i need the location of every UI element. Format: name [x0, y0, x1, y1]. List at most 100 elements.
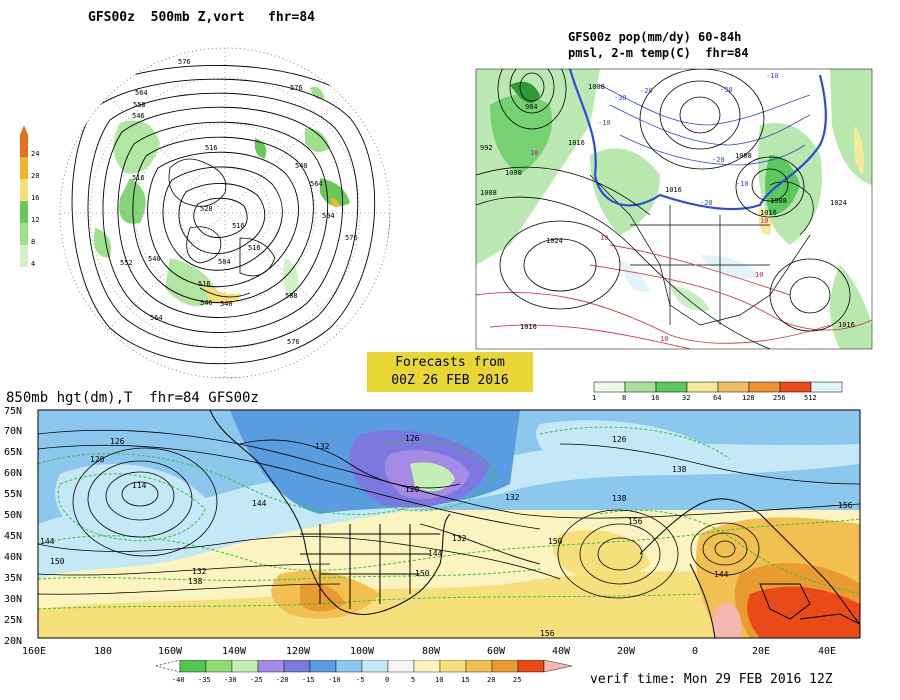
temp-label: -10	[598, 119, 611, 127]
temp-label: -10	[736, 180, 749, 188]
contour-label: 504	[218, 258, 231, 266]
height-label: 150	[415, 569, 430, 578]
isobar-label: 1024	[546, 237, 563, 245]
height-label: 126	[405, 434, 420, 443]
lon-label: 20W	[617, 646, 636, 657]
lat-label: 30N	[4, 594, 22, 605]
colorbar-tick: 64	[713, 394, 721, 402]
colorbar-tick: 512	[804, 394, 817, 402]
isobar-label: 1008	[588, 83, 605, 91]
lat-label: 45N	[4, 531, 22, 542]
vorticity-shading	[94, 86, 350, 306]
warm-temp-labels: 10 10 10 10 10	[530, 149, 768, 343]
height-label: 132	[315, 442, 330, 451]
lat-label: 35N	[4, 573, 22, 584]
lat-axis: 75N 70N 65N 60N 55N 50N 45N 40N 35N 30N …	[4, 406, 22, 647]
height-label: 132	[452, 534, 467, 543]
isobar-label: 1016	[760, 209, 777, 217]
contour-label: 564	[150, 314, 163, 322]
height-contours	[60, 65, 390, 378]
contour-label: 564	[135, 89, 148, 97]
contour-label: 564	[310, 180, 323, 188]
contour-label: 540	[148, 255, 161, 263]
isobar-label: 1008	[480, 189, 497, 197]
contour-label: 516	[205, 144, 218, 152]
contour-label: 546	[132, 112, 145, 120]
contour-label: 546	[200, 299, 213, 307]
colorbar-tick: 16	[31, 194, 39, 202]
precip-mslp-map: 984 1008 992 1000 1008 1024 1016 1016 10…	[475, 68, 873, 350]
isobar-labels: 984 1008 992 1000 1008 1024 1016 1016 10…	[480, 83, 855, 331]
temp-label: -30	[614, 94, 627, 102]
isobar-label: 1024	[830, 199, 847, 207]
precip-title-line1: GFS00z pop(mm/dy) 60-84h	[568, 30, 742, 44]
temp-label: 10	[760, 217, 768, 225]
h850-map: 75N 70N 65N 60N 55N 50N 45N 40N 35N 30N …	[4, 406, 861, 657]
contour-label: 516	[232, 222, 245, 230]
colorbar-tick: -15	[302, 676, 315, 684]
precip-title-line2: pmsl, 2-m temp(C) fhr=84	[568, 46, 749, 60]
lat-label: 25N	[4, 615, 22, 626]
contour-label: 552	[120, 259, 133, 267]
lon-label: 0	[692, 646, 698, 657]
colorbar-tick: 8	[622, 394, 626, 402]
lat-label: 40N	[4, 552, 22, 563]
height-label: 126	[110, 437, 125, 446]
contour-label: 516	[198, 280, 211, 288]
colorbar-tick: 4	[31, 260, 35, 268]
height-label: 132	[192, 567, 207, 576]
colorbar-tick: 20	[487, 676, 495, 684]
colorbar-tick: 12	[31, 216, 39, 224]
lon-label: 40E	[818, 646, 836, 657]
h850-coastlines	[209, 410, 860, 638]
height-label: 138	[672, 465, 687, 474]
isobar-label: 992	[480, 144, 493, 152]
isobar-label: 984	[525, 103, 538, 111]
height-label: 144	[714, 570, 729, 579]
isobar-label: 1000	[505, 169, 522, 177]
colorbar-tick: 256	[773, 394, 786, 402]
lon-label: 180	[94, 646, 112, 657]
colorbar-tick: 8	[31, 238, 35, 246]
vorticity-colorbar: 24 20 16 12 8 4	[20, 125, 39, 268]
contour-label: 516	[248, 244, 261, 252]
height-contours-850	[38, 429, 860, 599]
temp-label: 10	[755, 271, 763, 279]
height-label: 150	[50, 557, 65, 566]
lon-label: 60W	[487, 646, 506, 657]
contour-label: 528	[200, 205, 213, 213]
temperature-colorbar: -40 -35 -30 -25 -20 -15 -10 -5 0 5 10 15…	[155, 660, 573, 684]
colorbar-tick: 25	[513, 676, 521, 684]
lat-label: 75N	[4, 406, 22, 417]
colorbar-tick: 1	[592, 394, 596, 402]
temp-label: -20	[640, 87, 653, 95]
lat-label: 20N	[4, 636, 22, 647]
lon-label: 100W	[350, 646, 375, 657]
temperature-shading	[38, 410, 860, 638]
lat-label: 65N	[4, 447, 22, 458]
colorbar-tick: -25	[250, 676, 263, 684]
isobar-label: 1008	[735, 152, 752, 160]
colorbar-tick: 10	[435, 676, 443, 684]
height-labels: 126 120 114 144 138 132 126 120 132 138 …	[40, 434, 853, 638]
height-label: 120	[405, 485, 420, 494]
isobar-label: 1016	[568, 139, 585, 147]
colorbar-tick: 24	[31, 150, 39, 158]
verif-time: verif time: Mon 29 FEB 2016 12Z	[590, 672, 833, 687]
temp-label: 10	[600, 234, 608, 242]
height-label: 126	[612, 435, 627, 444]
lon-label: 80W	[422, 646, 441, 657]
height-label: 150	[548, 537, 563, 546]
contour-label: 516	[132, 174, 145, 182]
height-label: 138	[612, 494, 627, 503]
colorbar-tick: 20	[31, 172, 39, 180]
contour-label: 540	[295, 162, 308, 170]
height-label: 114	[132, 481, 147, 490]
colorbar-tick: 16	[651, 394, 659, 402]
height-label: 132	[505, 493, 520, 502]
height-label: 144	[252, 499, 267, 508]
polar-500mb-title: GFS00z 500mb Z,vort fhr=84	[88, 10, 315, 25]
polar-500mb-map: 576 576 564 558 546 516 516 528 516 504 …	[20, 47, 391, 379]
temp-lines	[476, 244, 872, 349]
temp-label: 10	[660, 335, 668, 343]
